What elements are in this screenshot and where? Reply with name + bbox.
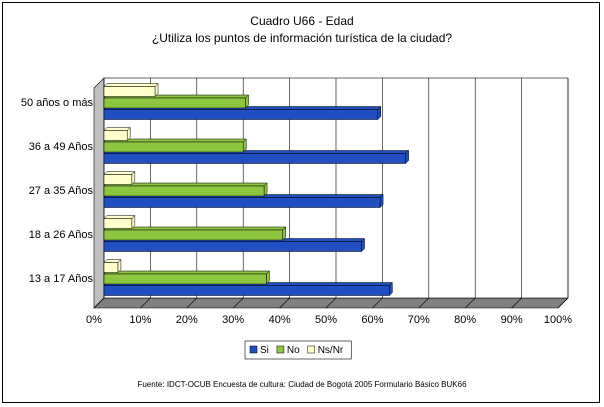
x-tick-label: 0% xyxy=(86,314,102,326)
legend-label: Si xyxy=(260,345,269,356)
bar xyxy=(103,241,362,252)
bar-top-face xyxy=(103,83,159,87)
category-label: 18 a 26 Años xyxy=(29,229,94,241)
x-tick-label: 100% xyxy=(544,314,572,326)
bar xyxy=(103,218,133,229)
category-label: 13 a 17 Años xyxy=(29,273,94,285)
bar-top-face xyxy=(103,127,131,131)
x-tick-label: 50% xyxy=(315,314,337,326)
bar xyxy=(103,109,379,120)
x-tick-label: 70% xyxy=(408,314,430,326)
gridline-floor xyxy=(511,297,522,309)
category-label: 36 a 49 Años xyxy=(29,141,94,153)
x-tick-label: 90% xyxy=(501,314,523,326)
x-tick-label: 10% xyxy=(129,314,151,326)
bar xyxy=(103,285,390,296)
bar-top-face xyxy=(103,171,136,175)
gridline-floor xyxy=(372,297,383,309)
bar-top-face xyxy=(103,270,271,275)
bar xyxy=(103,174,133,185)
x-tick-label: 30% xyxy=(222,314,244,326)
bar xyxy=(103,153,406,164)
gridline-floor xyxy=(232,297,244,309)
x-tick-label: 20% xyxy=(176,314,198,326)
bar xyxy=(103,229,283,241)
bar-top-face xyxy=(103,215,136,219)
gridline-floor xyxy=(93,297,105,309)
x-tick-label: 60% xyxy=(361,314,383,326)
gridline-floor xyxy=(464,297,476,309)
plot-side-wall xyxy=(93,77,105,309)
category-label: 50 años o más xyxy=(21,97,94,109)
gridline-floor xyxy=(279,297,290,309)
source-note: Fuente: IDCT-OCUB Encuesta de cultura: C… xyxy=(137,380,467,389)
bar xyxy=(103,273,267,285)
legend-label: No xyxy=(287,345,300,356)
legend-label: Ns/Nr xyxy=(318,345,344,356)
bar xyxy=(103,86,156,97)
gridline-floor xyxy=(418,297,430,309)
bar xyxy=(103,197,381,208)
bar xyxy=(103,141,244,153)
bar xyxy=(103,185,265,197)
bar xyxy=(103,262,119,273)
x-tick-label: 40% xyxy=(269,314,291,326)
bar xyxy=(103,130,128,141)
gridline-floor xyxy=(325,297,337,309)
legend-swatch xyxy=(276,345,285,354)
gridline-floor xyxy=(140,297,151,309)
chart-subtitle: ¿Utiliza los puntos de información turís… xyxy=(151,31,453,45)
chart-title: Cuadro U66 - Edad xyxy=(250,14,354,28)
gridline-floor xyxy=(557,297,569,309)
gridline-floor xyxy=(186,297,198,309)
bar xyxy=(103,97,246,109)
legend-swatch xyxy=(307,345,315,354)
legend-box xyxy=(244,340,352,360)
legend-swatch xyxy=(249,345,258,354)
x-tick-label: 80% xyxy=(454,314,476,326)
category-label: 27 a 35 Años xyxy=(29,185,94,197)
